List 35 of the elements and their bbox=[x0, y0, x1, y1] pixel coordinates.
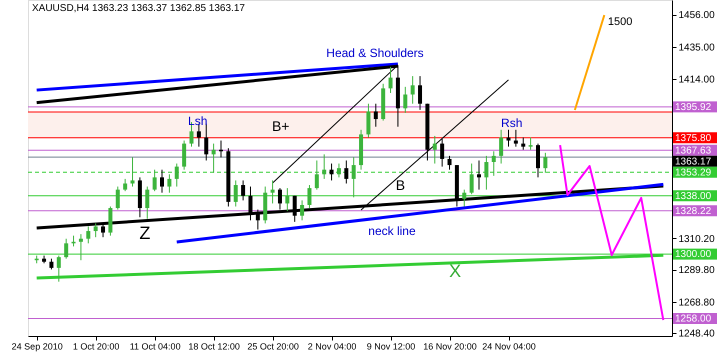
ref-line-label: 1375.80 bbox=[675, 132, 712, 144]
y-tick-label: 1289.80 bbox=[678, 265, 716, 276]
y-tick-label: 1248.40 bbox=[678, 328, 716, 340]
y-tick-label: 1435.00 bbox=[678, 42, 716, 54]
annotation: neck line bbox=[368, 224, 416, 238]
x-tick-label: 25 Oct 20:00 bbox=[247, 342, 299, 352]
annotation: B+ bbox=[272, 118, 290, 134]
chart-title: XAUUSD,H4 1363.23 1363.37 1362.85 1363.17 bbox=[32, 3, 246, 14]
y-tick-label: 1414.00 bbox=[678, 74, 716, 86]
ref-line-label: 1328.22 bbox=[675, 206, 712, 217]
annotation: Z bbox=[139, 223, 150, 243]
y-tick-label: 1456.00 bbox=[678, 10, 716, 22]
x-tick-label: 2 Nov 04:00 bbox=[308, 342, 356, 352]
x-tick-label: 11 Oct 04:00 bbox=[130, 342, 181, 352]
ref-line-label: 1300.00 bbox=[675, 249, 712, 260]
x-tick-label: 9 Nov 12:00 bbox=[366, 342, 416, 352]
annotation: 1500 bbox=[608, 16, 632, 28]
ref-line-label: 1363.17 bbox=[675, 156, 712, 168]
ref-line-label: 1258.00 bbox=[675, 314, 712, 325]
x-tick-label: 1 Oct 20:00 bbox=[72, 342, 120, 352]
ref-line-label: 1338.00 bbox=[675, 190, 712, 202]
annotation: Head & Shoulders bbox=[326, 46, 424, 60]
y-tick-label: 1268.80 bbox=[678, 297, 716, 308]
ref-line-label: 1395.92 bbox=[675, 102, 712, 113]
ref-line-label: 1353.29 bbox=[675, 167, 712, 178]
annotation: Rsh bbox=[501, 116, 522, 130]
x-tick-label: 18 Oct 12:00 bbox=[188, 342, 240, 352]
x-tick-label: 16 Nov 20:00 bbox=[423, 342, 477, 352]
annotation: Lsh bbox=[188, 114, 208, 128]
y-tick-label: 1310.20 bbox=[678, 234, 716, 245]
ref-line-label: 1367.63 bbox=[675, 145, 712, 156]
annotation: X bbox=[449, 261, 462, 281]
x-tick-label: 24 Nov 04:00 bbox=[482, 342, 536, 352]
annotation: B bbox=[396, 177, 406, 193]
x-tick-label: 24 Sep 2010 bbox=[12, 342, 63, 352]
